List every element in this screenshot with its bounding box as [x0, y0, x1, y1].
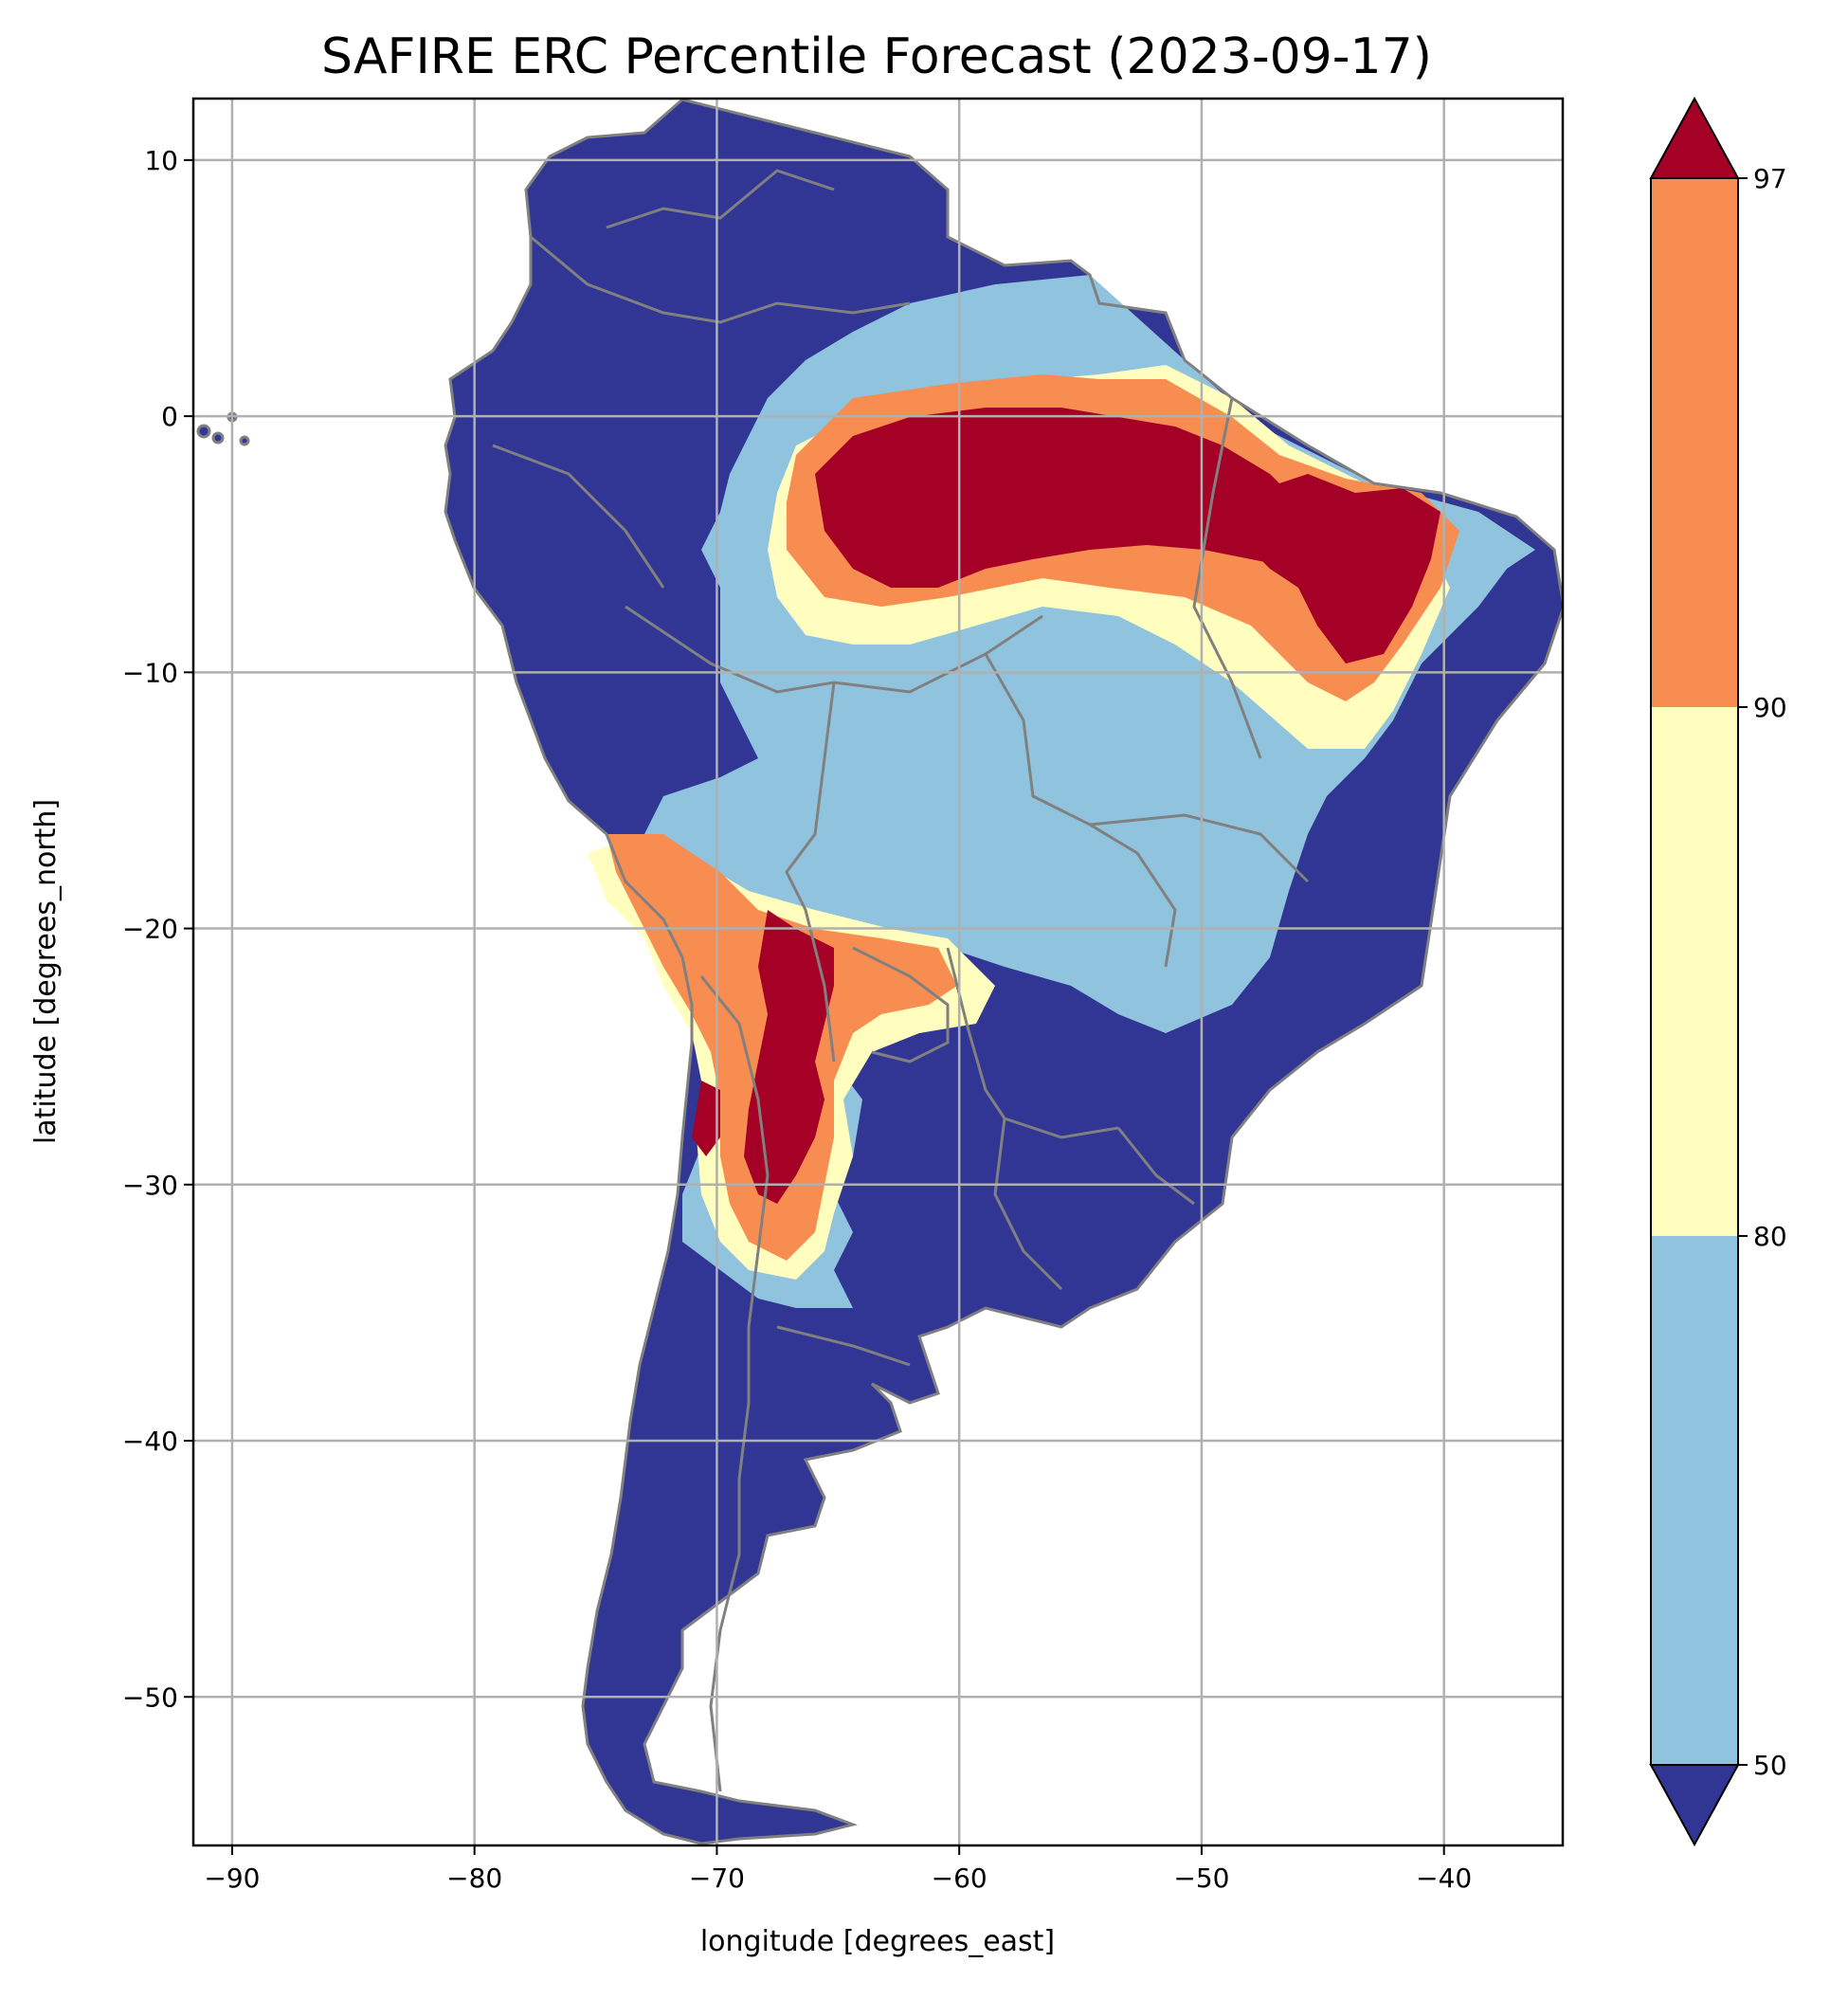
- x-tick-label: −80: [446, 1863, 502, 1894]
- border-line: [946, 947, 1119, 1139]
- y-axis-label: latitude [degrees_north]: [29, 799, 63, 1144]
- border-line: [530, 235, 911, 324]
- galapagos-islands: [196, 411, 250, 446]
- border-line: [1192, 397, 1262, 759]
- y-tick-label: 0: [161, 401, 178, 432]
- y-tick-label: 10: [144, 145, 178, 176]
- plot-frame: [191, 97, 1565, 1847]
- x-axis: −90 −80 −70 −60 −50 −40: [204, 1845, 1472, 1894]
- figure-title: SAFIRE ERC Percentile Forecast (2023-09-…: [321, 28, 1432, 85]
- colorbar-segment-50-80: [1651, 1236, 1738, 1765]
- border-line: [852, 946, 950, 1063]
- border-line: [699, 975, 770, 1792]
- x-tick-label: −50: [1173, 1863, 1229, 1894]
- borders: [492, 169, 1310, 1792]
- border-line: [606, 169, 835, 229]
- x-tick-label: −90: [204, 1863, 260, 1894]
- zone-above-97: [692, 408, 1440, 1204]
- y-tick-label: −50: [122, 1681, 178, 1713]
- y-axis: 10 0 −10 −20 −30 −40 −50: [122, 145, 193, 1713]
- border-line: [785, 681, 836, 1063]
- y-tick-label: −20: [122, 914, 178, 945]
- border-line: [776, 1325, 911, 1367]
- x-tick-label: −60: [932, 1863, 987, 1894]
- map-area: [193, 99, 1563, 1845]
- gridlines: [193, 99, 1563, 1845]
- colorbar-segment-80-90: [1651, 707, 1738, 1236]
- x-axis-label: longitude [degrees_east]: [700, 1925, 1055, 1958]
- colorbar: 97 90 80 50: [1649, 96, 1787, 1847]
- border-line: [993, 1118, 1063, 1291]
- colorbar-tick-label: 97: [1753, 163, 1787, 194]
- x-tick-label: −40: [1416, 1863, 1472, 1894]
- border-line: [1089, 813, 1310, 883]
- colorbar-extend-top: [1649, 96, 1740, 179]
- colorbar-tick-label: 80: [1753, 1221, 1787, 1252]
- border-line: [1116, 1127, 1195, 1206]
- y-tick-label: −30: [122, 1170, 178, 1201]
- coastline: [444, 99, 1563, 1845]
- x-tick-label: −70: [689, 1863, 745, 1894]
- border-line: [492, 444, 665, 589]
- y-tick-label: −40: [122, 1426, 178, 1457]
- colorbar-tick-label: 90: [1753, 692, 1787, 723]
- colorbar-tick-label: 50: [1753, 1750, 1787, 1781]
- colorbar-frame: [1650, 177, 1739, 1766]
- colorbar-extend-bottom: [1649, 1764, 1740, 1847]
- colorbar-segment-90-97: [1651, 178, 1738, 707]
- y-tick-label: −10: [122, 657, 178, 688]
